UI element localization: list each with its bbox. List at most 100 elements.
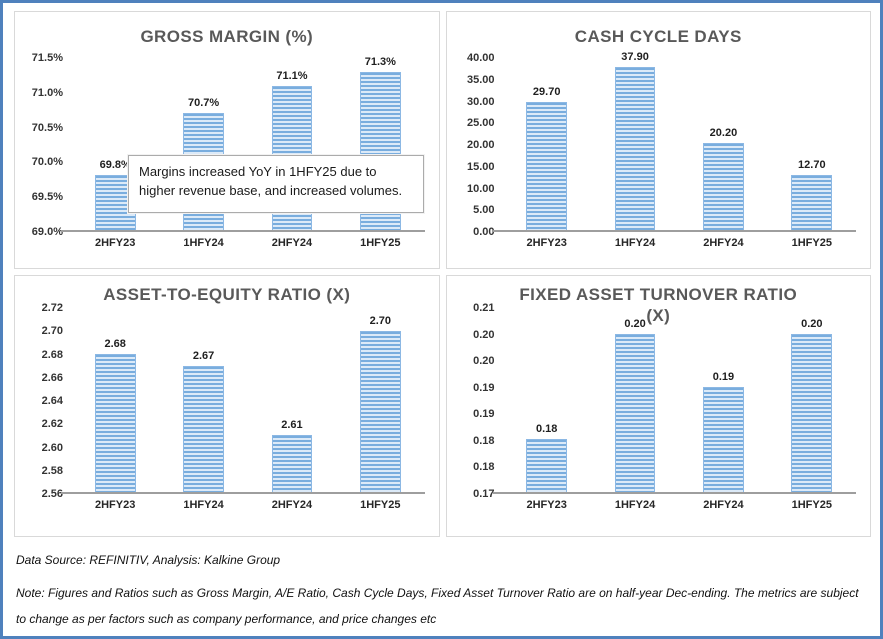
data-label: 2.67 <box>192 349 215 362</box>
x-axis: 2HFY23 1HFY24 2HFY24 1HFY25 <box>503 237 857 249</box>
y-axis-tick-label: 2.66 <box>41 371 63 384</box>
cash-cycle-days-chart: CASH CYCLE DAYS 40.00 35.00 30.00 25.00 20.0… <box>447 12 871 268</box>
bar-slot: 2.67 <box>159 308 247 492</box>
plot-area: 2.72 2.70 2.68 2.66 2.64 2.62 2.60 2.58 2.56 2.6… <box>25 302 425 511</box>
y-axis-tick-label: 2.70 <box>41 325 63 338</box>
x-axis: 2HFY23 1HFY24 2HFY24 1HFY25 <box>71 499 425 511</box>
x-axis-category-label: 1HFY24 <box>183 499 224 511</box>
bar-slot: 2.61 <box>248 308 336 492</box>
data-label: 0.20 <box>624 318 646 331</box>
y-axis-tick-label: 25.00 <box>466 117 495 130</box>
bar-2hfy24 <box>703 143 744 230</box>
data-label: 37.90 <box>621 51 649 64</box>
bar-1hfy25 <box>791 175 833 230</box>
bar-1hfy24 <box>183 365 224 492</box>
footer: Data Source: REFINITIV, Analysis: Kalkin… <box>14 553 871 633</box>
y-axis-tick-label: 0.18 <box>473 461 495 474</box>
y-axis-tick-label: 0.21 <box>473 302 495 314</box>
y-axis-tick-label: 20.00 <box>466 139 495 151</box>
y-axis-tick-label: 0.18 <box>473 434 495 447</box>
data-label: 20.20 <box>709 127 738 140</box>
data-label: 71.1% <box>276 69 308 82</box>
bar-2hfy23 <box>526 102 567 230</box>
y-axis-tick-label: 2.64 <box>41 395 63 407</box>
y-axis-tick-label: 2.56 <box>41 488 63 500</box>
x-axis-category-label: 1HFY24 <box>614 237 656 249</box>
annotation-box: Margins increased YoY in 1HFY25 due to h… <box>128 155 424 213</box>
bars-region: 2.68 2.67 2.61 2.70 <box>61 308 425 494</box>
data-label: 12.70 <box>798 159 826 172</box>
y-axis-tick-label: 71.0% <box>31 86 63 99</box>
y-axis-tick-label: 2.68 <box>41 348 63 361</box>
y-axis-tick-label: 30.00 <box>466 95 495 108</box>
x-axis-category-label: 1HFY24 <box>183 237 224 249</box>
y-axis: 71.5% 71.0% 70.5% 70.0% 69.5% 69.0% <box>25 52 71 238</box>
y-axis: 2.72 2.70 2.68 2.66 2.64 2.62 2.60 2.58 2.56 <box>25 302 71 500</box>
y-axis-tick-label: 71.5% <box>31 52 63 64</box>
x-axis-category-label: 1HFY25 <box>791 499 832 511</box>
y-axis: 0.21 0.20 0.20 0.19 0.19 0.18 0.18 0.17 <box>457 302 503 500</box>
x-axis-category-label: 1HFY24 <box>614 499 656 511</box>
chart-panel-asset-to-equity: ASSET-TO-EQUITY RATIO (X) 2.72 2.70 2.68 2.… <box>14 275 440 537</box>
y-axis-tick-label: 40.00 <box>466 52 495 64</box>
x-axis-category-label: 2HFY24 <box>703 499 744 511</box>
bar-2hfy23 <box>526 439 567 492</box>
data-label: 2.70 <box>369 315 392 327</box>
x-axis-category-label: 1HFY25 <box>791 237 832 249</box>
data-label: 2.61 <box>281 418 303 431</box>
y-axis-tick-label: 0.20 <box>473 355 495 368</box>
x-axis-category-label: 2HFY24 <box>271 499 313 511</box>
y-axis-tick-label: 70.0% <box>31 156 63 169</box>
plot-area: 40.00 35.00 30.00 25.00 20.00 15.00 10.00 5.00 0… <box>457 51 856 249</box>
bar-1hfy24 <box>614 67 656 230</box>
bar-slot: 0.19 <box>679 308 767 492</box>
y-axis-tick-label: 0.19 <box>473 381 495 394</box>
bars-region: 0.18 0.20 0.19 0.20 <box>492 308 856 494</box>
y-axis-tick-label: 70.5% <box>31 121 63 134</box>
chart-panel-gross-margin: GROSS MARGIN (%) 71.5% 71.0% 70.5% 70.0% 69.… <box>14 11 440 269</box>
bar-slot: 2.70 <box>336 308 424 492</box>
y-axis-tick-label: 2.62 <box>41 418 63 431</box>
data-label: 29.70 <box>532 86 561 99</box>
note-text: Note: Figures and Ratios such as Gross M… <box>16 586 859 626</box>
chart-panel-cash-cycle-days: CASH CYCLE DAYS 40.00 35.00 30.00 25.00 20.0… <box>445 11 871 269</box>
data-label: 69.8% <box>99 158 131 171</box>
x-axis-category-label: 2HFY23 <box>526 237 567 249</box>
bar-1hfy25 <box>359 331 401 492</box>
y-axis-tick-label: 0.19 <box>473 408 495 421</box>
data-label: 0.18 <box>535 423 558 436</box>
data-label: 0.19 <box>712 370 735 383</box>
data-label: 2.68 <box>104 338 126 350</box>
y-axis-tick-label: 5.00 <box>473 204 495 217</box>
plot-area: 0.21 0.20 0.20 0.19 0.19 0.18 0.18 0.17 0.18 0.2… <box>457 302 856 511</box>
bar-2hfy24 <box>271 434 313 492</box>
x-axis: 2HFY23 1HFY24 2HFY24 1HFY25 <box>503 499 857 511</box>
x-axis-category-label: 2HFY24 <box>271 237 313 249</box>
chart-title: ASSET-TO-EQUITY RATIO (X) <box>103 285 351 304</box>
chart-title: GROSS MARGIN (%) <box>140 27 314 46</box>
y-axis-tick-label: 35.00 <box>466 73 495 86</box>
y-axis-tick-label: 0.17 <box>473 488 495 500</box>
bar-slot: 0.20 <box>768 308 856 492</box>
y-axis-tick-label: 10.00 <box>466 182 495 195</box>
y-axis-tick-label: 69.0% <box>31 226 63 238</box>
bar-1hfy25 <box>791 334 833 492</box>
chart-panel-fixed-asset-turnover: FIXED ASSET TURNOVER RATIO (X) 0.21 0.20 0… <box>445 275 871 537</box>
fixed-asset-turnover-chart: FIXED ASSET TURNOVER RATIO (X) 0.21 0.20 0… <box>447 276 871 536</box>
bar-slot: 0.18 <box>503 308 591 492</box>
x-axis-category-label: 1HFY25 <box>360 499 401 511</box>
data-label: 71.3% <box>364 55 396 68</box>
bar-2hfy24 <box>703 386 744 492</box>
y-axis-tick-label: 2.58 <box>41 464 63 477</box>
x-axis-category-label: 1HFY25 <box>360 237 401 249</box>
bar-2hfy23 <box>94 354 136 492</box>
gross-margin-chart: GROSS MARGIN (%) 71.5% 71.0% 70.5% 70.0% 69.… <box>15 12 439 268</box>
charts-grid: GROSS MARGIN (%) 71.5% 71.0% 70.5% 70.0% 69.… <box>14 11 871 537</box>
bar-1hfy24 <box>614 334 656 492</box>
y-axis-tick-label: 69.5% <box>31 191 63 204</box>
x-axis: 2HFY23 1HFY24 2HFY24 1HFY25 <box>71 237 425 249</box>
x-axis-category-label: 2HFY23 <box>95 499 136 511</box>
bar-slot: 12.70 <box>768 58 856 230</box>
bar-slot: 0.20 <box>591 308 679 492</box>
